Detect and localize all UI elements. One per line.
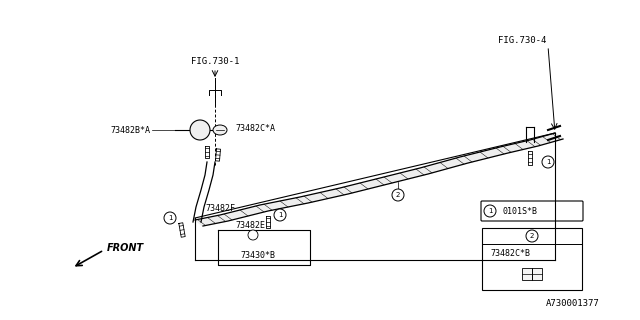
Text: 1: 1 [488,208,492,214]
Polygon shape [500,140,538,153]
Text: FIG.730-4: FIG.730-4 [498,36,546,44]
Ellipse shape [213,125,227,135]
Text: 1: 1 [546,159,550,165]
Polygon shape [420,157,468,174]
Polygon shape [530,133,563,146]
Text: 1: 1 [168,215,172,221]
Bar [522,268,532,280]
Circle shape [392,189,404,201]
Polygon shape [460,147,508,163]
Text: FIG.730-1: FIG.730-1 [191,57,239,66]
Text: 73430*B: 73430*B [240,251,275,260]
Circle shape [484,205,496,217]
Polygon shape [260,197,308,211]
Text: 1: 1 [278,212,282,218]
Circle shape [164,212,176,224]
Text: 73482F: 73482F [205,204,235,212]
Circle shape [248,230,258,240]
Circle shape [190,120,210,140]
Text: 2: 2 [530,233,534,239]
Text: 73482B*A: 73482B*A [110,125,150,134]
Circle shape [542,156,554,168]
Polygon shape [380,168,428,184]
Polygon shape [220,205,268,221]
Polygon shape [300,188,348,203]
Text: FRONT: FRONT [107,243,144,253]
Text: 73482C*B: 73482C*B [490,250,530,259]
Bar [532,268,542,280]
Polygon shape [195,215,228,226]
Text: 2: 2 [396,192,400,198]
Circle shape [526,230,538,242]
Circle shape [274,209,286,221]
Bar [482,228,582,290]
Text: A730001377: A730001377 [547,299,600,308]
Text: 73482C*A: 73482C*A [235,124,275,132]
Text: 73482E: 73482E [235,220,265,229]
Text: 0101S*B: 0101S*B [502,206,537,215]
Polygon shape [340,178,388,194]
